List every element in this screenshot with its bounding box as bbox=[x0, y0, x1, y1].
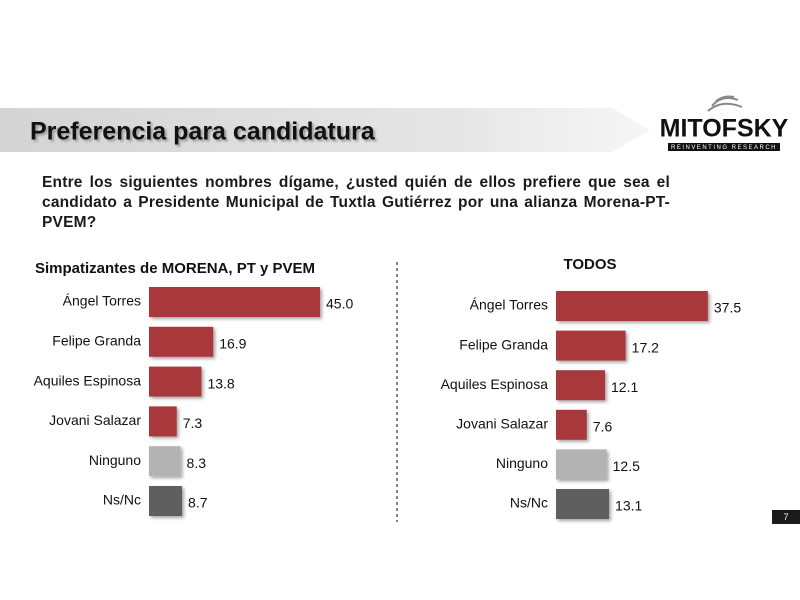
category-label: Ninguno bbox=[89, 452, 141, 468]
value-label: 8.3 bbox=[187, 455, 207, 471]
value-label: 12.1 bbox=[611, 379, 638, 395]
value-label: 16.9 bbox=[219, 336, 246, 352]
value-label: 12.5 bbox=[613, 458, 640, 474]
value-label: 8.7 bbox=[188, 495, 208, 511]
value-label: 7.3 bbox=[183, 415, 203, 431]
category-label: Aquiles Espinosa bbox=[34, 372, 142, 388]
bar bbox=[556, 330, 626, 361]
category-label: Ángel Torres bbox=[470, 297, 548, 313]
category-label: Jovani Salazar bbox=[49, 412, 141, 428]
category-label: Felipe Granda bbox=[459, 336, 548, 352]
bar bbox=[556, 489, 610, 519]
value-label: 45.0 bbox=[326, 296, 353, 312]
value-label: 13.1 bbox=[615, 498, 642, 514]
logo: MITOFSKY bbox=[660, 115, 789, 143]
category-label: Ns/Nc bbox=[510, 495, 548, 511]
value-label: 17.2 bbox=[632, 339, 659, 355]
bar bbox=[149, 366, 202, 397]
value-label: 13.8 bbox=[207, 375, 234, 391]
category-label: Ns/Nc bbox=[103, 492, 141, 508]
logo-strip bbox=[668, 143, 780, 151]
value-label: 37.5 bbox=[714, 300, 741, 316]
bar bbox=[149, 406, 177, 437]
chart-title: Simpatizantes de MORENA, PT y PVEM bbox=[35, 260, 315, 277]
category-label: Ángel Torres bbox=[63, 293, 141, 309]
bar bbox=[149, 287, 320, 317]
category-label: Ninguno bbox=[496, 455, 548, 471]
category-label: Felipe Granda bbox=[52, 333, 141, 349]
bar bbox=[556, 409, 587, 440]
page-number-box bbox=[772, 510, 800, 524]
bar bbox=[149, 326, 214, 357]
bar bbox=[149, 486, 183, 516]
bar bbox=[556, 449, 607, 480]
logo-tagline: REINVENTING RESEARCH bbox=[671, 145, 777, 151]
page-number: 7 bbox=[783, 512, 788, 522]
bar bbox=[556, 370, 606, 401]
category-label: Jovani Salazar bbox=[456, 416, 548, 432]
value-label: 7.6 bbox=[593, 419, 613, 435]
bar bbox=[556, 291, 708, 321]
category-label: Aquiles Espinosa bbox=[441, 376, 549, 392]
question: Entre los siguientes nombres dígame, ¿us… bbox=[42, 174, 670, 231]
chart-title: TODOS bbox=[563, 256, 616, 273]
bar bbox=[149, 446, 181, 477]
slide-title: Preferencia para candidatura bbox=[30, 118, 376, 146]
logo-mark bbox=[707, 95, 743, 112]
title-band bbox=[0, 108, 650, 152]
